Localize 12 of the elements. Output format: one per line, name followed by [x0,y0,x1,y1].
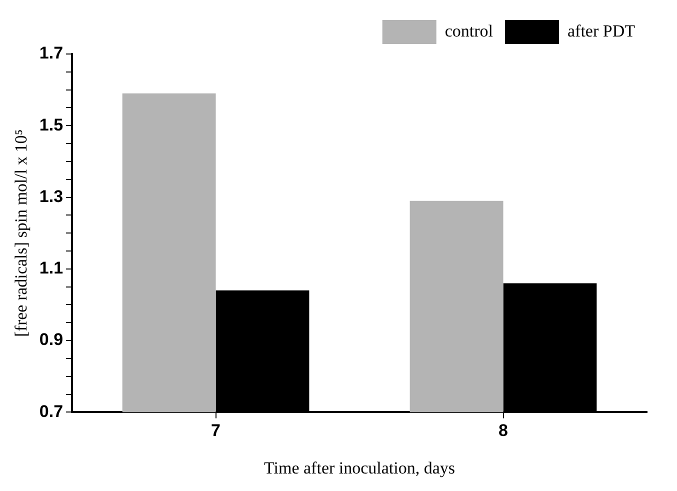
y-tick-label: 0.7 [39,402,64,421]
y-tick-label: 1.3 [39,186,64,206]
x-tick-label: 7 [211,421,221,440]
legend-label: control [444,21,494,40]
y-tick-label: 0.9 [39,330,64,350]
x-tick-label: 8 [498,421,508,440]
y-axis-title: [free radicals] spin mol/l x 10⁵ [12,129,31,337]
y-tick-label: 1.5 [39,115,64,134]
y-tick-label: 1.1 [39,258,64,278]
legend-label: after PDT [568,21,636,40]
y-tick-label: 1.7 [39,44,64,63]
x-axis-title: Time after inoculation, days [264,458,456,478]
